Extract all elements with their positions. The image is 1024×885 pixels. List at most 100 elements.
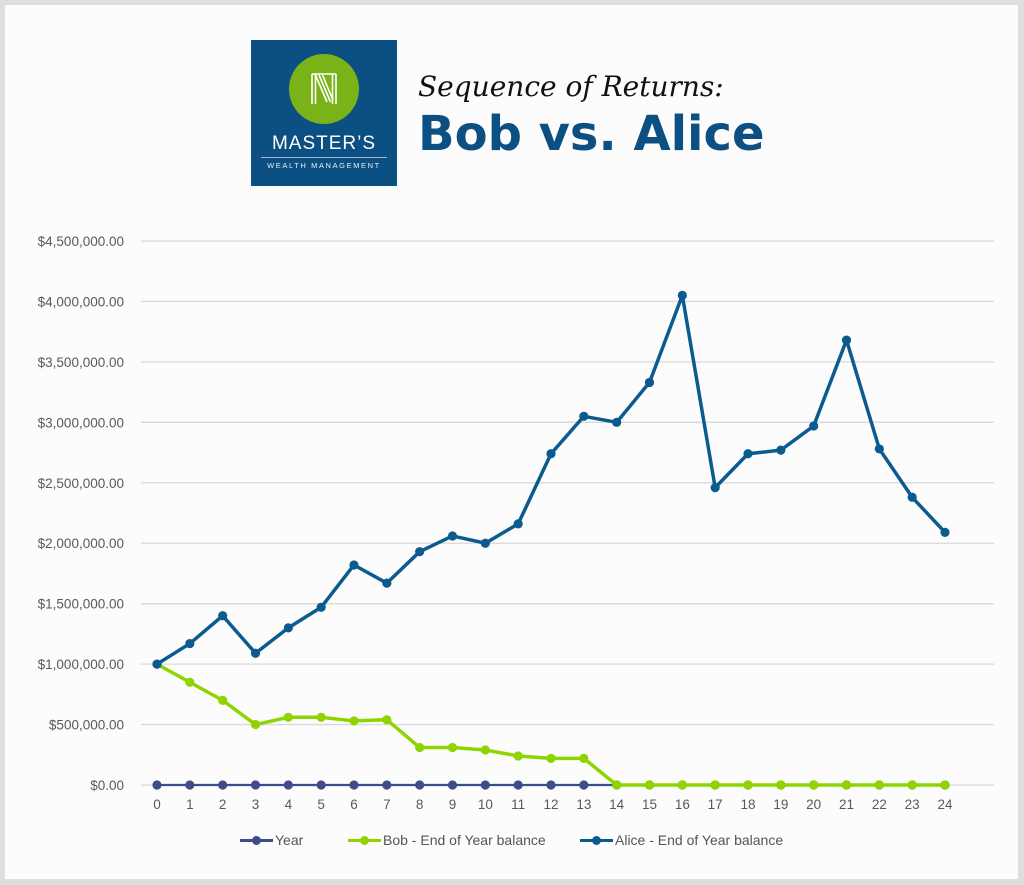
legend-item-alice[interactable]: Alice - End of Year balance xyxy=(580,832,783,848)
data-point[interactable] xyxy=(776,780,786,790)
data-point[interactable] xyxy=(710,483,720,493)
x-tick-label: 19 xyxy=(773,797,788,812)
data-point[interactable] xyxy=(250,648,261,658)
data-point[interactable] xyxy=(644,780,655,790)
data-point[interactable] xyxy=(743,780,753,790)
data-point[interactable] xyxy=(644,377,655,388)
legend-label: Bob - End of Year balance xyxy=(383,832,546,848)
data-point[interactable] xyxy=(907,492,917,502)
y-tick-label: $2,500,000.00 xyxy=(38,476,124,491)
x-tick-label: 3 xyxy=(252,797,260,812)
data-point[interactable] xyxy=(940,527,950,537)
data-point[interactable] xyxy=(185,780,195,790)
data-point[interactable] xyxy=(513,519,523,529)
data-point[interactable] xyxy=(841,335,852,345)
legend-item-year[interactable]: Year xyxy=(240,832,303,848)
logo-divider xyxy=(261,157,387,158)
data-point[interactable] xyxy=(710,780,720,790)
x-tick-label: 1 xyxy=(186,797,194,812)
data-point[interactable] xyxy=(415,742,425,753)
chart-card xyxy=(5,5,1018,879)
data-point[interactable] xyxy=(513,751,523,761)
data-point[interactable] xyxy=(349,560,359,570)
data-point[interactable] xyxy=(447,780,458,790)
y-axis-labels: $0.00 $500,000.00 $1,000,000.00 $1,500,000.… xyxy=(38,234,124,793)
x-tick-label: 7 xyxy=(383,797,391,812)
data-point[interactable] xyxy=(480,780,490,790)
data-point[interactable] xyxy=(776,445,786,455)
y-tick-label: $1,500,000.00 xyxy=(38,597,124,612)
data-point[interactable] xyxy=(218,695,228,705)
data-point[interactable] xyxy=(447,742,458,753)
data-point[interactable] xyxy=(480,538,490,548)
legend-marker-icon xyxy=(240,833,273,847)
legend-label: Alice - End of Year balance xyxy=(615,832,784,848)
data-point[interactable] xyxy=(579,780,589,790)
data-point[interactable] xyxy=(546,449,556,459)
data-point[interactable] xyxy=(283,780,293,790)
x-tick-label: 4 xyxy=(285,797,293,812)
data-point[interactable] xyxy=(874,444,884,454)
data-point[interactable] xyxy=(612,780,622,790)
x-tick-label: 12 xyxy=(543,797,558,812)
data-point[interactable] xyxy=(546,780,556,790)
data-point[interactable] xyxy=(513,780,523,790)
data-point[interactable] xyxy=(185,638,195,649)
data-point[interactable] xyxy=(250,719,261,730)
data-point[interactable] xyxy=(382,578,392,588)
data-point[interactable] xyxy=(743,449,753,459)
y-tick-label: $2,000,000.00 xyxy=(38,536,124,551)
x-tick-label: 11 xyxy=(511,797,525,812)
x-tick-label: 18 xyxy=(740,797,755,812)
x-tick-label: 5 xyxy=(317,797,325,812)
data-point[interactable] xyxy=(382,715,392,725)
data-point[interactable] xyxy=(677,290,687,300)
data-point[interactable] xyxy=(250,780,261,790)
logo-circle xyxy=(289,54,359,124)
x-axis-labels: 0 1 2 3 4 5 6 7 8 9 10 11 12 13 14 15 16 17 18 19 20 21 22 23 24 xyxy=(153,797,953,812)
data-point[interactable] xyxy=(874,780,884,790)
data-point[interactable] xyxy=(185,677,195,687)
data-point[interactable] xyxy=(316,602,326,612)
x-tick-label: 20 xyxy=(806,797,821,812)
y-tick-label: $1,000,000.00 xyxy=(38,657,124,672)
data-point[interactable] xyxy=(283,623,293,633)
data-point[interactable] xyxy=(316,712,326,722)
x-tick-label: 21 xyxy=(839,797,854,812)
data-point[interactable] xyxy=(152,780,162,790)
data-point[interactable] xyxy=(940,780,950,790)
data-point[interactable] xyxy=(907,780,917,790)
x-tick-label: 8 xyxy=(416,797,424,812)
x-tick-label: 17 xyxy=(708,797,723,812)
data-point[interactable] xyxy=(349,780,359,790)
series-alice xyxy=(152,290,950,669)
data-point[interactable] xyxy=(677,780,687,790)
x-tick-label: 22 xyxy=(872,797,887,812)
x-tick-label: 10 xyxy=(478,797,493,812)
data-point[interactable] xyxy=(218,780,228,790)
legend-item-bob[interactable]: Bob - End of Year balance xyxy=(348,832,546,848)
y-tick-label: $3,000,000.00 xyxy=(38,415,124,430)
data-point[interactable] xyxy=(579,411,589,421)
data-point[interactable] xyxy=(809,421,819,431)
data-series xyxy=(152,290,950,790)
data-point[interactable] xyxy=(809,780,819,790)
data-point[interactable] xyxy=(382,780,392,790)
data-point[interactable] xyxy=(579,753,589,764)
logo-tagline: WEALTH MANAGEMENT xyxy=(267,161,381,170)
data-point[interactable] xyxy=(480,745,490,755)
data-point[interactable] xyxy=(349,716,359,726)
data-point[interactable] xyxy=(218,611,228,621)
data-point[interactable] xyxy=(415,547,425,557)
data-point[interactable] xyxy=(546,753,556,764)
legend-marker-icon xyxy=(580,833,613,847)
data-point[interactable] xyxy=(447,531,458,541)
x-tick-label: 15 xyxy=(642,797,657,812)
data-point[interactable] xyxy=(316,780,326,790)
y-tick-label: $0.00 xyxy=(90,778,124,793)
data-point[interactable] xyxy=(612,417,622,427)
data-point[interactable] xyxy=(152,659,162,669)
data-point[interactable] xyxy=(841,780,852,790)
data-point[interactable] xyxy=(415,780,425,790)
data-point[interactable] xyxy=(283,712,293,722)
